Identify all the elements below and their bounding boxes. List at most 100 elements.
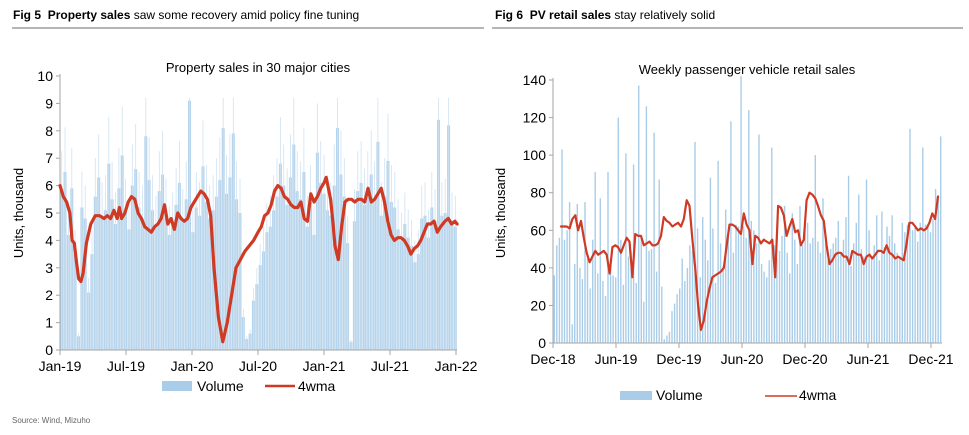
volume-bar <box>896 252 898 343</box>
volume-bar <box>581 279 584 343</box>
volume-bar <box>586 258 589 343</box>
volume-bar <box>878 260 880 343</box>
fig5-bold-title: Property sales <box>47 8 131 22</box>
line-4wma <box>58 175 459 344</box>
volume-bar <box>566 230 568 343</box>
volume-bar <box>924 224 927 343</box>
volume-bar <box>888 235 891 343</box>
x-tick-label: Jul-21 <box>371 358 409 374</box>
chart1-volume-bars <box>60 97 457 350</box>
volume-bar <box>684 281 686 343</box>
volume-bar <box>768 260 770 343</box>
volume-bar <box>730 121 732 343</box>
chart1-legend: Volume 4wma <box>162 378 336 394</box>
fig6-rest-title: stay relatively solid <box>614 8 716 22</box>
volume-bar <box>894 243 896 343</box>
volume-bar <box>650 249 653 343</box>
volume-bar <box>822 198 824 343</box>
volume-bar <box>686 267 689 343</box>
volume-bar <box>927 224 929 343</box>
volume-bar <box>737 226 740 343</box>
volume-bar <box>860 249 863 343</box>
volume-bar <box>681 258 683 343</box>
volume-bar <box>763 271 765 343</box>
chart1-legend-volume-label: Volume <box>197 378 244 394</box>
x-tick-label: Dec-20 <box>782 351 827 367</box>
volume-bar <box>594 172 596 343</box>
volume-bar <box>704 239 706 343</box>
y-tick-label: 10 <box>37 68 53 84</box>
volume-bar <box>589 288 591 343</box>
y-tick-label: 60 <box>530 222 546 238</box>
volume-bar <box>786 252 788 343</box>
volume-bar <box>809 243 811 343</box>
volume-bar <box>806 222 809 343</box>
volume-bar <box>906 224 909 343</box>
volume-bar <box>801 245 804 343</box>
volume-bar <box>868 230 870 343</box>
volume-bar <box>901 222 903 343</box>
chart2-legend: Volume 4wma <box>620 387 837 403</box>
volume-bar <box>604 296 607 343</box>
volume-bar <box>568 202 571 343</box>
volume-bar <box>819 252 822 343</box>
chart2-y-axis-label: Units, thousand <box>493 168 508 258</box>
volume-bar <box>648 250 650 343</box>
volume-bar <box>620 239 622 343</box>
volume-bar <box>799 205 801 343</box>
volume-bar <box>934 189 937 343</box>
y-tick-label: 20 <box>530 297 546 313</box>
volume-bar <box>817 241 819 343</box>
volume-bar <box>612 275 614 343</box>
volume-bar <box>778 250 781 343</box>
y-tick-label: 100 <box>523 147 547 163</box>
volume-bar <box>783 205 786 343</box>
chart2-title: Weekly passenger vehicle retail sales <box>639 62 856 77</box>
volume-bar <box>699 277 701 344</box>
x-tick-label: Dec-18 <box>530 351 575 367</box>
y-tick-label: 120 <box>523 110 547 126</box>
volume-bar <box>712 228 714 343</box>
volume-bar <box>791 213 793 343</box>
volume-bar <box>773 245 776 343</box>
volume-bar <box>743 226 745 343</box>
fig6-number: Fig 6 <box>495 8 524 22</box>
volume-bar <box>625 153 627 343</box>
volume-bar <box>597 273 599 343</box>
volume-bar <box>873 245 875 343</box>
y-tick-label: 2 <box>45 287 53 303</box>
volume-bar <box>753 230 755 343</box>
x-tick-label: Jan-20 <box>171 358 214 374</box>
fig5-number: Fig 5 <box>13 8 42 22</box>
x-tick-label: Dec-21 <box>908 351 953 367</box>
volume-bar <box>824 239 827 343</box>
volume-bar <box>750 220 752 343</box>
volume-bar <box>714 282 717 343</box>
x-tick-label: Jul-19 <box>107 358 145 374</box>
volume-bar <box>609 258 612 343</box>
volume-bar <box>689 245 691 343</box>
volume-bar <box>804 219 806 343</box>
volume-bar <box>745 237 747 343</box>
volume-bar <box>858 194 860 343</box>
chart1-4wma-line-group <box>58 175 459 344</box>
volume-bar <box>776 258 778 343</box>
volume-bar <box>837 220 839 343</box>
volume-bar <box>940 136 942 343</box>
y-tick-label: 40 <box>530 260 546 276</box>
volume-bar <box>702 217 704 343</box>
volume-bar <box>886 226 888 343</box>
volume-bar <box>727 234 729 343</box>
volume-bar <box>760 264 763 343</box>
volume-bar <box>719 243 722 343</box>
y-tick-label: 9 <box>45 95 53 111</box>
volume-bar <box>640 237 642 343</box>
y-tick-label: 140 <box>523 72 547 88</box>
y-tick-label: 5 <box>45 205 53 221</box>
x-tick-label: Dec-19 <box>656 351 701 367</box>
volume-bar <box>855 222 857 343</box>
y-tick-label: 1 <box>45 315 53 331</box>
volume-bar <box>615 277 617 344</box>
volume-bar <box>645 106 648 343</box>
